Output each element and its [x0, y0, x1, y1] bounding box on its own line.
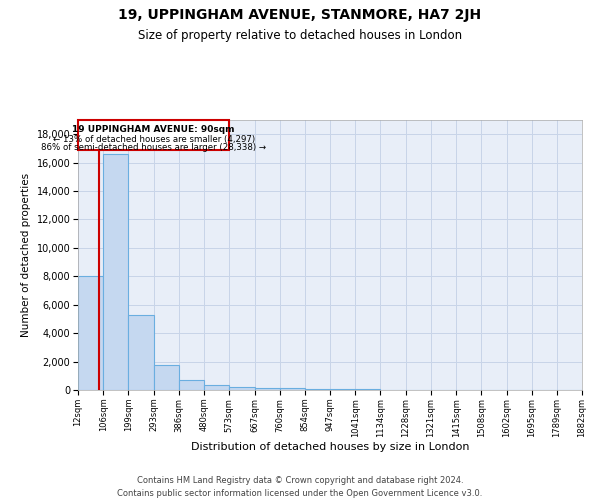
Text: 86% of semi-detached houses are larger (28,338) →: 86% of semi-detached houses are larger (…: [41, 144, 266, 152]
Bar: [78, 276, 103, 390]
Bar: [154, 365, 179, 390]
Bar: [103, 154, 128, 390]
Y-axis label: Number of detached properties: Number of detached properties: [21, 173, 31, 337]
Bar: [179, 380, 204, 390]
X-axis label: Distribution of detached houses by size in London: Distribution of detached houses by size …: [191, 442, 469, 452]
Bar: [330, 389, 355, 390]
Bar: [280, 388, 305, 390]
Text: ← 13% of detached houses are smaller (4,297): ← 13% of detached houses are smaller (4,…: [53, 135, 254, 144]
Bar: [305, 388, 330, 390]
Bar: [254, 388, 280, 390]
Bar: [229, 386, 254, 390]
Bar: [78, 120, 229, 150]
Bar: [128, 314, 154, 390]
Text: 19, UPPINGHAM AVENUE, STANMORE, HA7 2JH: 19, UPPINGHAM AVENUE, STANMORE, HA7 2JH: [118, 8, 482, 22]
Text: Contains public sector information licensed under the Open Government Licence v3: Contains public sector information licen…: [118, 489, 482, 498]
Bar: [204, 386, 229, 390]
Text: Contains HM Land Registry data © Crown copyright and database right 2024.: Contains HM Land Registry data © Crown c…: [137, 476, 463, 485]
Text: Size of property relative to detached houses in London: Size of property relative to detached ho…: [138, 29, 462, 42]
Text: 19 UPPINGHAM AVENUE: 90sqm: 19 UPPINGHAM AVENUE: 90sqm: [73, 126, 235, 134]
